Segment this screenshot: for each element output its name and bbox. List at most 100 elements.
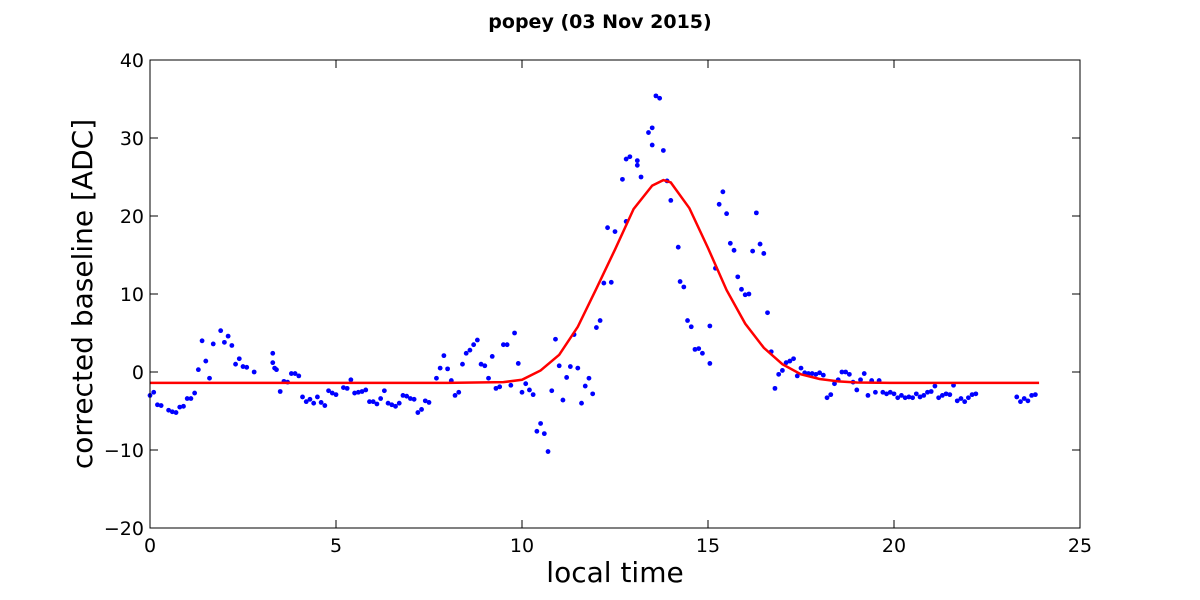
data-point	[913, 391, 919, 397]
data-point	[707, 323, 713, 329]
data-point	[456, 389, 462, 395]
data-point	[681, 284, 687, 290]
data-point	[880, 389, 886, 395]
data-point	[341, 385, 346, 390]
plot-frame	[149, 59, 1081, 529]
data-point	[579, 400, 584, 406]
data-point	[195, 367, 201, 373]
data-point	[303, 399, 309, 405]
data-point	[229, 343, 235, 348]
data-point	[594, 325, 599, 330]
data-point	[700, 350, 705, 356]
data-point	[207, 375, 212, 381]
data-point	[181, 403, 186, 409]
data-point	[363, 387, 369, 393]
data-point	[910, 395, 915, 401]
data-point	[688, 324, 694, 330]
data-point	[731, 247, 737, 253]
data-point	[787, 358, 793, 364]
data-point	[608, 279, 614, 285]
data-point	[612, 229, 618, 235]
data-point	[169, 409, 175, 415]
data-point	[426, 400, 432, 405]
data-point	[422, 398, 428, 404]
data-point	[173, 410, 179, 415]
y-tick-label: 20	[120, 206, 144, 228]
data-point	[765, 310, 770, 316]
data-point	[355, 389, 361, 395]
data-point	[735, 274, 741, 280]
data-point	[367, 399, 372, 405]
data-point	[1021, 396, 1027, 401]
data-point	[824, 395, 830, 401]
y-tick-label: 40	[120, 50, 144, 72]
data-point	[378, 396, 384, 401]
data-point	[396, 400, 402, 406]
data-point	[865, 393, 871, 398]
data-point	[474, 337, 480, 343]
data-point	[445, 366, 450, 372]
data-point	[839, 369, 845, 375]
data-point	[151, 389, 157, 395]
data-point	[791, 356, 796, 362]
data-point	[270, 350, 276, 356]
data-point	[329, 390, 335, 396]
y-tick-label: −20	[104, 518, 144, 540]
data-point	[966, 395, 971, 401]
x-tick-label: 25	[1068, 535, 1092, 557]
data-point	[601, 280, 607, 286]
data-point	[902, 395, 908, 401]
data-point	[620, 176, 625, 182]
data-point	[675, 244, 681, 250]
data-point	[359, 389, 365, 394]
data-point	[590, 391, 596, 397]
data-point	[482, 363, 488, 369]
data-point	[1025, 398, 1031, 404]
data-point	[638, 174, 644, 180]
data-point	[322, 403, 328, 408]
data-point	[538, 421, 543, 426]
data-point	[486, 375, 491, 381]
data-point	[627, 154, 633, 160]
data-point	[497, 384, 503, 390]
data-point	[463, 350, 469, 356]
data-point	[649, 125, 655, 131]
data-point	[541, 431, 547, 437]
data-point	[493, 385, 499, 391]
data-point	[861, 371, 867, 376]
data-point	[352, 390, 357, 396]
x-tick-label: 20	[882, 535, 906, 557]
data-point	[158, 403, 164, 408]
data-point	[634, 158, 640, 164]
data-point	[677, 279, 683, 284]
data-point	[947, 392, 953, 398]
data-point	[895, 395, 901, 401]
data-point	[519, 389, 525, 395]
data-point	[549, 388, 555, 394]
data-point	[274, 367, 279, 373]
data-point	[333, 392, 339, 398]
data-point	[523, 381, 529, 387]
x-tick-label: 0	[144, 535, 156, 557]
data-point	[1018, 399, 1023, 405]
data-point	[318, 400, 324, 405]
data-point	[843, 369, 849, 375]
data-point	[512, 330, 517, 336]
data-point	[393, 403, 398, 409]
data-point	[660, 148, 666, 153]
y-axis-label: corrected baseline [ADC]	[66, 119, 99, 469]
data-point	[437, 365, 443, 371]
data-point	[727, 240, 733, 246]
data-point	[724, 211, 729, 217]
data-point	[411, 396, 417, 402]
data-point	[1032, 392, 1038, 398]
x-axis-label: local time	[546, 556, 683, 589]
data-point	[739, 286, 744, 292]
data-point	[783, 360, 789, 366]
data-point	[742, 292, 748, 298]
data-point	[155, 402, 160, 408]
data-point	[813, 371, 819, 377]
data-point	[222, 339, 227, 345]
data-point	[746, 291, 752, 297]
